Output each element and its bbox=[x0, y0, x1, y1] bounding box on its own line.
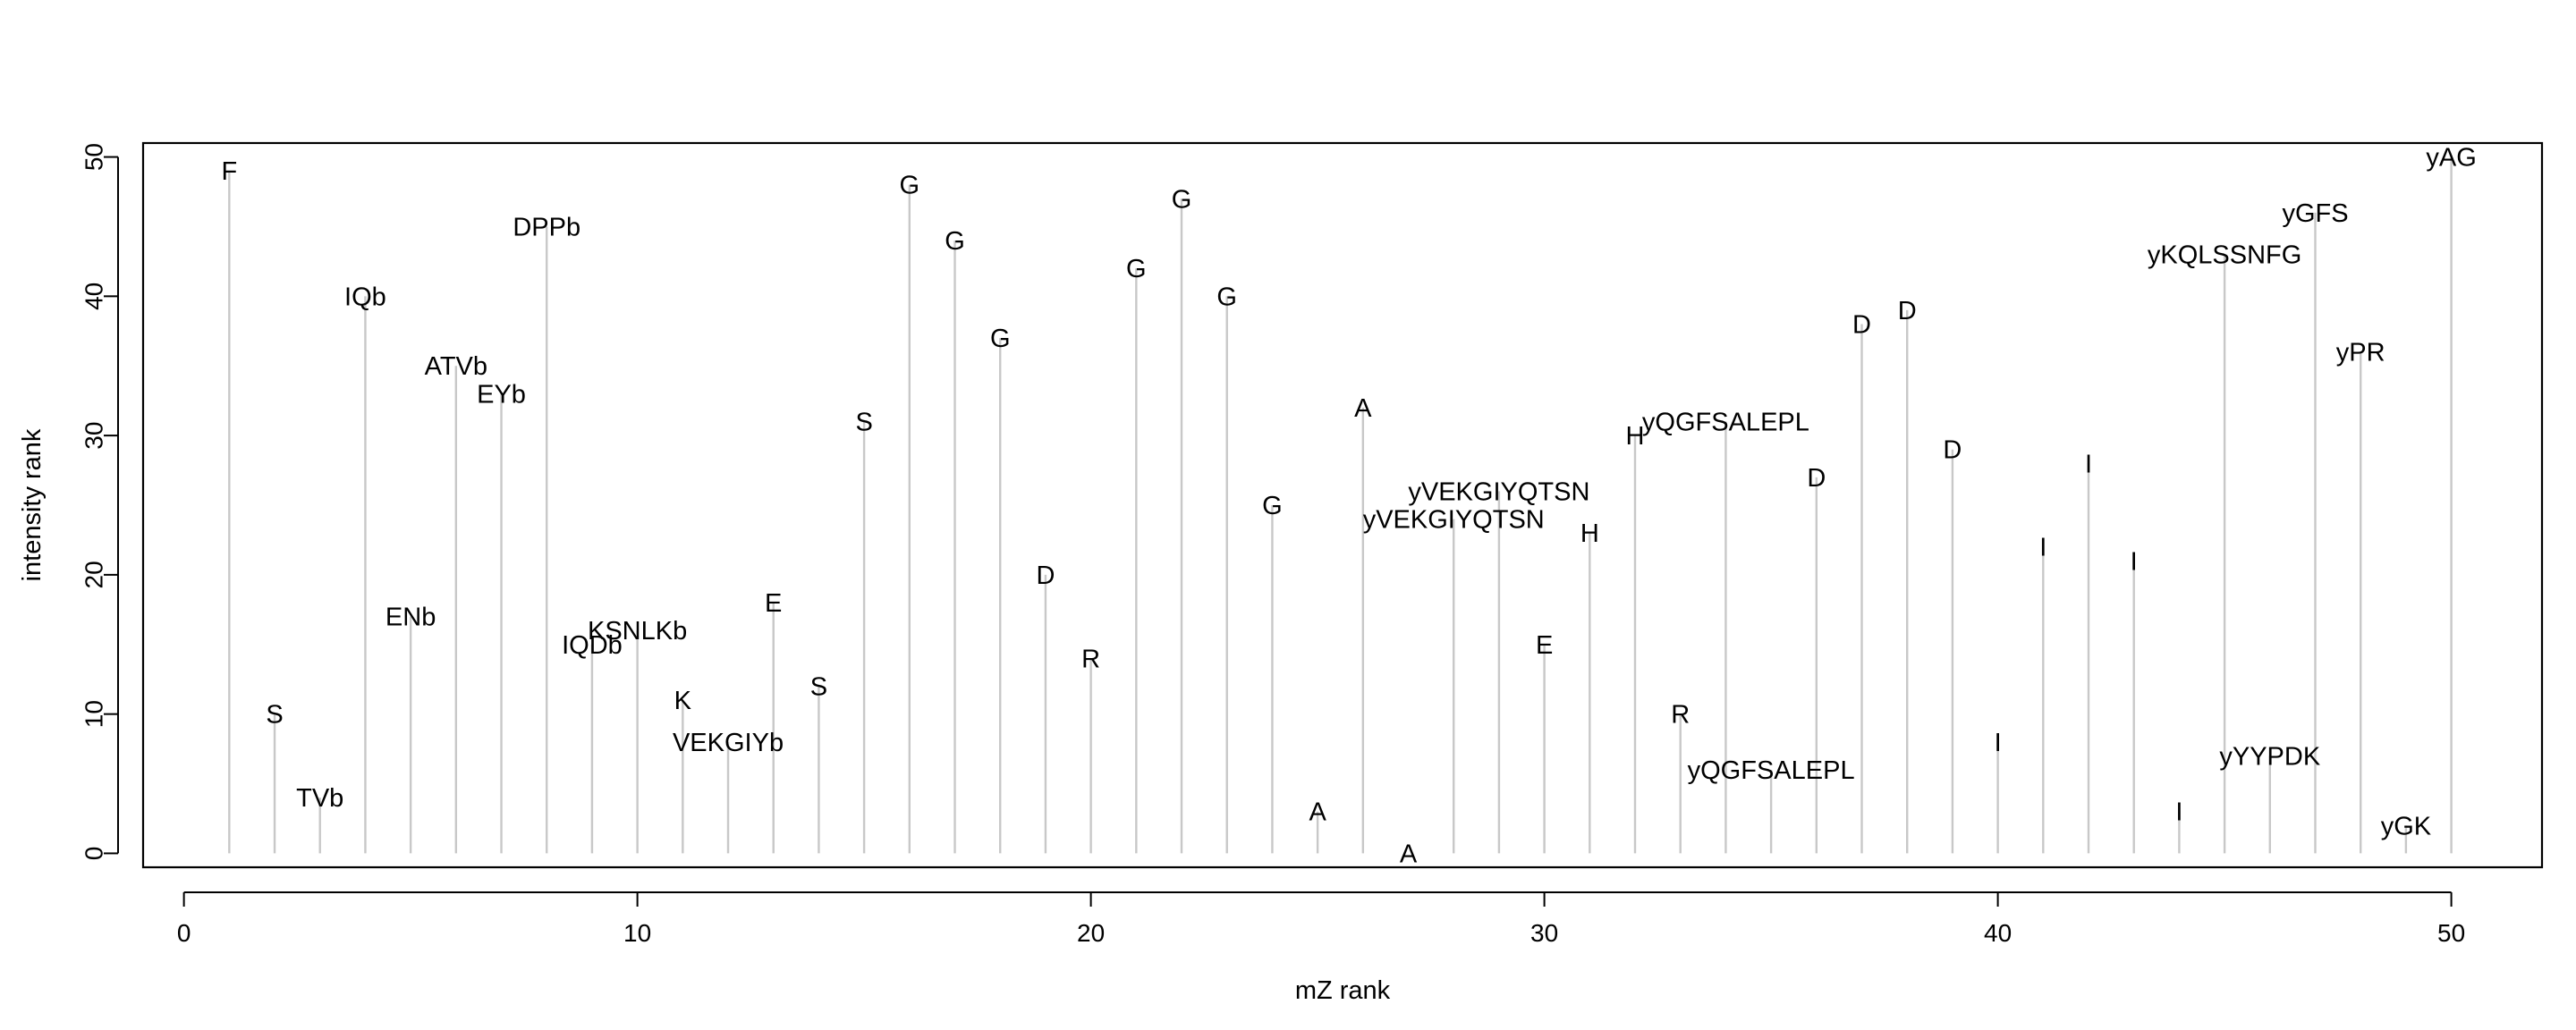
y-tick-label-30: 30 bbox=[80, 422, 108, 450]
peak-label-41: I bbox=[2039, 534, 2046, 562]
peak-label-31: H bbox=[1580, 519, 1599, 548]
peak-label-1: F bbox=[221, 157, 237, 186]
peak-label-8: DPPb bbox=[513, 213, 580, 241]
peak-label-10: KSNLKb bbox=[588, 617, 687, 646]
y-tick-label-0: 0 bbox=[80, 847, 108, 861]
peak-label-19: D bbox=[1036, 561, 1055, 590]
peak-label-45: yKQLSSNFG bbox=[2148, 241, 2301, 270]
peak-label-43: I bbox=[2131, 547, 2138, 576]
x-tick-label-0: 0 bbox=[177, 919, 191, 947]
peak-label-3: TVb bbox=[296, 784, 343, 813]
x-tick-label-20: 20 bbox=[1077, 919, 1105, 947]
peak-label-42: I bbox=[2085, 450, 2092, 478]
peak-label-46: yYYPDK bbox=[2219, 742, 2320, 771]
x-tick-label-50: 50 bbox=[2437, 919, 2465, 947]
x-tick-label-10: 10 bbox=[623, 919, 651, 947]
peak-label-6: ATVb bbox=[425, 352, 487, 381]
x-axis: 0 10 20 30 40 50 bbox=[177, 891, 2465, 947]
y-axis: 0 10 20 30 40 50 bbox=[80, 143, 119, 860]
peak-label-18: G bbox=[990, 325, 1011, 353]
peak-label-32: H bbox=[1626, 422, 1645, 451]
peak-label-26: A bbox=[1354, 394, 1372, 423]
peak-label-13: E bbox=[765, 589, 782, 618]
peak-label-25: A bbox=[1309, 798, 1326, 827]
peak-label-44: I bbox=[2175, 798, 2182, 827]
peak-label-37: D bbox=[1852, 311, 1871, 340]
peak-label-47: yGFS bbox=[2282, 199, 2348, 228]
peak-label-14: S bbox=[810, 673, 827, 702]
peak-label-23: G bbox=[1216, 283, 1237, 311]
x-tick-label-30: 30 bbox=[1530, 919, 1558, 947]
y-tick-label-20: 20 bbox=[80, 561, 108, 588]
y-tick-label-40: 40 bbox=[80, 283, 108, 310]
peak-label-12: VEKGIYb bbox=[673, 729, 784, 757]
plot-frame bbox=[141, 141, 2544, 869]
x-axis-title: mZ rank bbox=[1295, 976, 1391, 1005]
peak-label-5: ENb bbox=[386, 604, 436, 632]
peak-label-22: G bbox=[1172, 185, 1192, 214]
peak-label-15: S bbox=[855, 409, 872, 437]
peak-label-39: D bbox=[1943, 436, 1962, 465]
peak-label-24: G bbox=[1262, 492, 1283, 520]
peak-label-21: G bbox=[1126, 255, 1147, 283]
peak-label-9: IQDb bbox=[562, 631, 623, 660]
peak-label-36: D bbox=[1807, 464, 1826, 493]
peak-label-34: yQGFSALEPL bbox=[1642, 409, 1809, 437]
x-tick-label-40: 40 bbox=[1984, 919, 2012, 947]
peak-label-17: G bbox=[945, 227, 965, 256]
peak-label-48: yPR bbox=[2336, 339, 2385, 367]
peak-label-38: D bbox=[1898, 297, 1917, 325]
peak-label-33: R bbox=[1671, 701, 1690, 730]
peak-label-50: yAG bbox=[2426, 144, 2476, 173]
peak-label-4: IQb bbox=[344, 283, 386, 311]
peak-label-35: yQGFSALEPL bbox=[1688, 756, 1855, 785]
peak-label-27: A bbox=[1400, 840, 1418, 868]
peak-label-7: EYb bbox=[477, 380, 526, 409]
peak-label-2: S bbox=[266, 701, 283, 730]
peak-label-29: yVEKGIYQTSN bbox=[1408, 477, 1589, 506]
peak-label-30: E bbox=[1536, 631, 1553, 660]
peak-label-11: K bbox=[674, 687, 692, 715]
peak-label-28: yVEKGIYQTSN bbox=[1363, 506, 1545, 535]
stems-layer bbox=[228, 156, 2453, 854]
peak-label-20: R bbox=[1081, 645, 1100, 673]
y-tick-label-10: 10 bbox=[80, 700, 108, 728]
peak-label-40: I bbox=[1995, 729, 2002, 757]
peak-label-16: G bbox=[900, 172, 920, 200]
y-tick-label-50: 50 bbox=[80, 143, 108, 171]
y-axis-title: intensity rank bbox=[18, 428, 47, 581]
peak-label-49: yGK bbox=[2381, 812, 2432, 840]
